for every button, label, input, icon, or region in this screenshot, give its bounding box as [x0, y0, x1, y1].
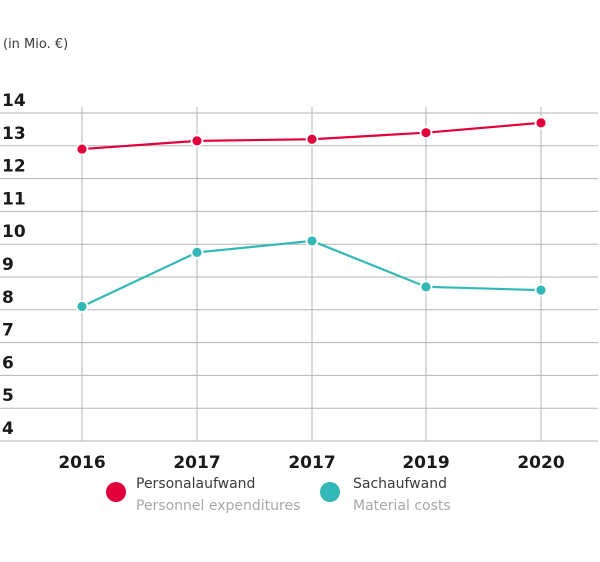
legend-swatch: [320, 482, 340, 502]
x-tick-label: 2020: [517, 453, 564, 473]
data-point: [419, 280, 433, 294]
y-tick-label: 12: [2, 157, 26, 177]
data-point: [75, 300, 89, 313]
x-axis-ticks: 2016 2017 2017 2019 2020: [58, 453, 564, 473]
legend-sublabel: Material costs: [353, 498, 451, 514]
y-tick-label: 5: [2, 386, 14, 406]
data-point: [534, 116, 548, 130]
y-tick-label: 6: [2, 353, 14, 373]
y-tick-label: 14: [2, 91, 26, 111]
y-tick-label: 13: [2, 124, 26, 144]
x-tick-label: 2017: [173, 453, 220, 473]
y-tick-label: 4: [2, 419, 14, 439]
x-tick-label: 2019: [402, 453, 449, 473]
x-tick-label: 2017: [288, 453, 335, 473]
data-point: [305, 234, 319, 248]
data-point: [190, 245, 204, 259]
legend: Personalaufwand Personnel expenditures Sac…: [106, 476, 451, 514]
y-axis-ticks: 14 13 12 11 10 9 8 7 6 5 4: [2, 91, 26, 439]
data-point: [419, 126, 433, 140]
legend-label: Personalaufwand: [136, 476, 255, 492]
data-point: [190, 134, 204, 148]
data-point: [534, 283, 548, 297]
y-tick-label: 8: [2, 288, 14, 308]
unit-label: (in Mio. €): [3, 37, 68, 52]
data-point: [75, 142, 89, 156]
series-lines: [75, 116, 548, 313]
y-tick-label: 7: [2, 321, 14, 341]
gridlines: [0, 107, 598, 442]
y-tick-label: 10: [2, 222, 26, 242]
legend-sublabel: Personnel expenditures: [136, 498, 300, 514]
legend-label: Sachaufwand: [353, 476, 447, 492]
y-tick-label: 11: [2, 189, 26, 209]
data-point: [305, 132, 319, 146]
legend-swatch: [106, 482, 126, 502]
x-tick-label: 2016: [58, 453, 105, 473]
y-tick-label: 9: [2, 255, 14, 275]
